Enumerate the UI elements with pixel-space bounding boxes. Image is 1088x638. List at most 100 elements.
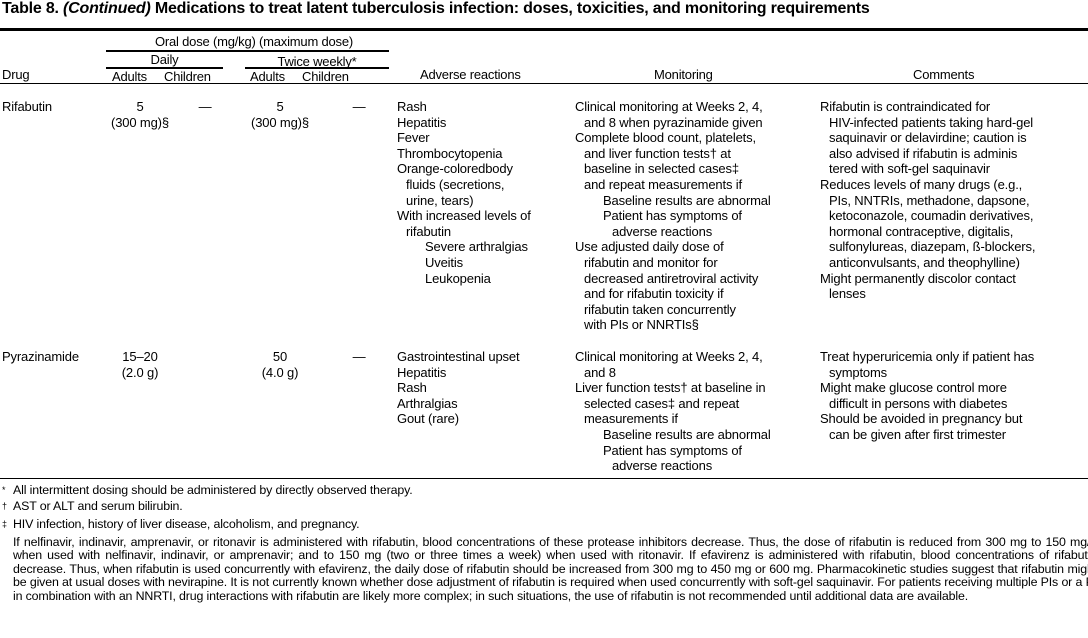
comments-line: ketoconazole, coumadin derivatives, [829, 208, 1034, 224]
dose-line: (4.0 g) [261, 364, 299, 380]
comments-line: difficult in persons with diabetes [829, 395, 1008, 411]
divider [245, 67, 389, 69]
header-daily-adults: Adults [112, 69, 147, 84]
tw-children-dose: — [352, 99, 366, 114]
adverse-reactions-line: With increased levels of [397, 208, 531, 224]
adverse-reactions-line: Rash [397, 380, 427, 396]
footnote-text: All intermittent dosing should be admini… [13, 483, 413, 497]
adverse-reactions-line: Gout (rare) [397, 411, 459, 427]
monitoring-cell: Clinical monitoring at Weeks 2, 4, and 8 … [575, 99, 771, 333]
monitoring-line: decreased antiretroviral activity [584, 270, 759, 286]
adverse-reactions-line: Hepatitis [397, 114, 447, 130]
monitoring-line: Liver function tests† at baseline in [575, 380, 766, 396]
monitoring-line: Patient has symptoms of [603, 208, 742, 224]
header-drug: Drug [2, 67, 30, 82]
monitoring-line: and 8 when pyrazinamide given [584, 114, 763, 130]
adverse-reactions-line: Arthralgias [397, 395, 458, 411]
monitoring-line: adverse reactions [612, 223, 713, 239]
adverse-reactions-line: Leukopenia [425, 270, 491, 286]
adverse-reactions-line: Hepatitis [397, 364, 447, 380]
comments-line: PIs, NNTRIs, methadone, dapsone, [829, 192, 1030, 208]
comments-line: Might make glucose control more [820, 380, 1007, 396]
tw-adults-dose: 5 (300 mg)§ [240, 99, 320, 130]
top-rule [0, 28, 1088, 31]
comments-line: symptoms [829, 364, 888, 380]
daily-adults-dose: 5 (300 mg)§ [100, 99, 180, 130]
comments-line: Reduces levels of many drugs (e.g., [820, 176, 1023, 192]
comments-line: Treat hyperuricemia only if patient has [820, 349, 1035, 364]
adverse-reactions-line: urine, tears) [406, 192, 474, 208]
monitoring-line: and for rifabutin toxicity if [584, 286, 724, 302]
footnote-mark: † [2, 501, 7, 511]
monitoring-line: Clinical monitoring at Weeks 2, 4, [575, 349, 763, 364]
adverse-reactions-line: Gastrointestinal upset [397, 349, 520, 364]
header-daily: Daily [150, 52, 179, 67]
adverse-reactions-line: Fever [397, 130, 430, 146]
monitoring-line: Patient has symptoms of [603, 442, 742, 458]
table-title: Table 8. (Continued) Medications to trea… [2, 0, 870, 17]
comments-line: can be given after first trimester [829, 426, 1006, 442]
footnote: ‡ HIV infection, history of liver disease… [2, 517, 1086, 531]
monitoring-line: Complete blood count, platelets, [575, 130, 756, 146]
dose-line: 5 [136, 99, 144, 114]
monitoring-line: and repeat measurements if [584, 176, 742, 192]
adverse-reactions-line: rifabutin [406, 223, 451, 239]
footnote-text: HIV infection, history of liver disease,… [13, 517, 360, 531]
adverse-reactions-line: Severe arthralgias [425, 239, 528, 255]
comments-cell: Rifabutin is contraindicated for HIV-infe… [820, 99, 1035, 302]
header-oral-dose: Oral dose (mg/kg) (maximum dose) [154, 34, 354, 49]
footnote-text: AST or ALT and serum bilirubin. [13, 499, 183, 513]
footnote: † AST or ALT and serum bilirubin. [2, 499, 1086, 513]
tw-adults-dose: 50 (4.0 g) [240, 349, 320, 380]
divider [106, 67, 223, 69]
monitoring-line: Baseline results are abnormal [603, 192, 771, 208]
header-adverse: Adverse reactions [420, 67, 521, 82]
monitoring-line: adverse reactions [612, 458, 713, 474]
footnote: * All intermittent dosing should be admin… [2, 483, 1086, 497]
adverse-reactions-line: Uveitis [425, 254, 463, 270]
dose-line: 15–20 [122, 349, 158, 364]
monitoring-line: rifabutin and monitor for [584, 254, 718, 270]
monitoring-line: and liver function tests† at [584, 145, 731, 161]
comments-line: also advised if rifabutin is adminis [829, 145, 1018, 161]
monitoring-line: Baseline results are abnormal [603, 426, 771, 442]
monitoring-line: with PIs or NNRTIs§ [584, 317, 699, 333]
daily-adults-dose: 15–20 (2.0 g) [100, 349, 180, 380]
daily-children-dose: — [198, 99, 212, 114]
adverse-reactions-line: fluids (secretions, [406, 176, 505, 192]
header-comments: Comments [913, 67, 975, 82]
dose-line: 5 [276, 99, 284, 114]
header-monitoring: Monitoring [654, 67, 713, 82]
bottom-rule [0, 478, 1088, 479]
adverse-reactions-line: Orange-coloredbody [397, 161, 513, 177]
comments-line: lenses [829, 286, 866, 302]
dose-line: 50 [272, 349, 288, 364]
adverse-reactions-line: Thrombocytopenia [397, 145, 503, 161]
footnote-mark: ‡ [2, 519, 7, 529]
comments-line: sulfonylureas, diazepam, ß-blockers, [829, 239, 1036, 255]
comments-line: tered with soft-gel saquinavir [829, 161, 990, 177]
comments-line: anticonvulsants, and theophylline) [829, 254, 1020, 270]
drug-name: Pyrazinamide [2, 349, 79, 364]
adverse-reactions-line: Rash [397, 99, 427, 114]
comments-line: HIV-infected patients taking hard-gel [829, 114, 1034, 130]
drug-name: Rifabutin [2, 99, 52, 114]
comments-line: Rifabutin is contraindicated for [820, 99, 991, 114]
monitoring-line: selected cases‡ and repeat [584, 395, 740, 411]
footnote-mark: * [2, 485, 6, 495]
comments-line: saquinavir or delavirdine; caution is [829, 130, 1027, 146]
footnote: §If nelfinavir, indinavir, amprenavir, o… [2, 535, 1088, 603]
comments-cell: Treat hyperuricemia only if patient has s… [820, 349, 1034, 443]
dose-line: (2.0 g) [121, 364, 159, 380]
comments-line: Might permanently discolor contact [820, 270, 1016, 286]
divider [106, 50, 389, 52]
footnote-mark: § [2, 536, 13, 549]
comments-line: hormonal contraceptive, digitalis, [829, 223, 1014, 239]
adverse-reactions-cell: Rash Hepatitis Fever Thrombocytopenia Orange… [397, 99, 531, 286]
monitoring-line: measurements if [584, 411, 678, 427]
adverse-reactions-cell: Gastrointestinal upset Hepatitis Rash Arthr… [397, 349, 520, 427]
header-rule [0, 83, 1088, 84]
monitoring-line: Use adjusted daily dose of [575, 239, 724, 255]
monitoring-line: and 8 [584, 364, 616, 380]
